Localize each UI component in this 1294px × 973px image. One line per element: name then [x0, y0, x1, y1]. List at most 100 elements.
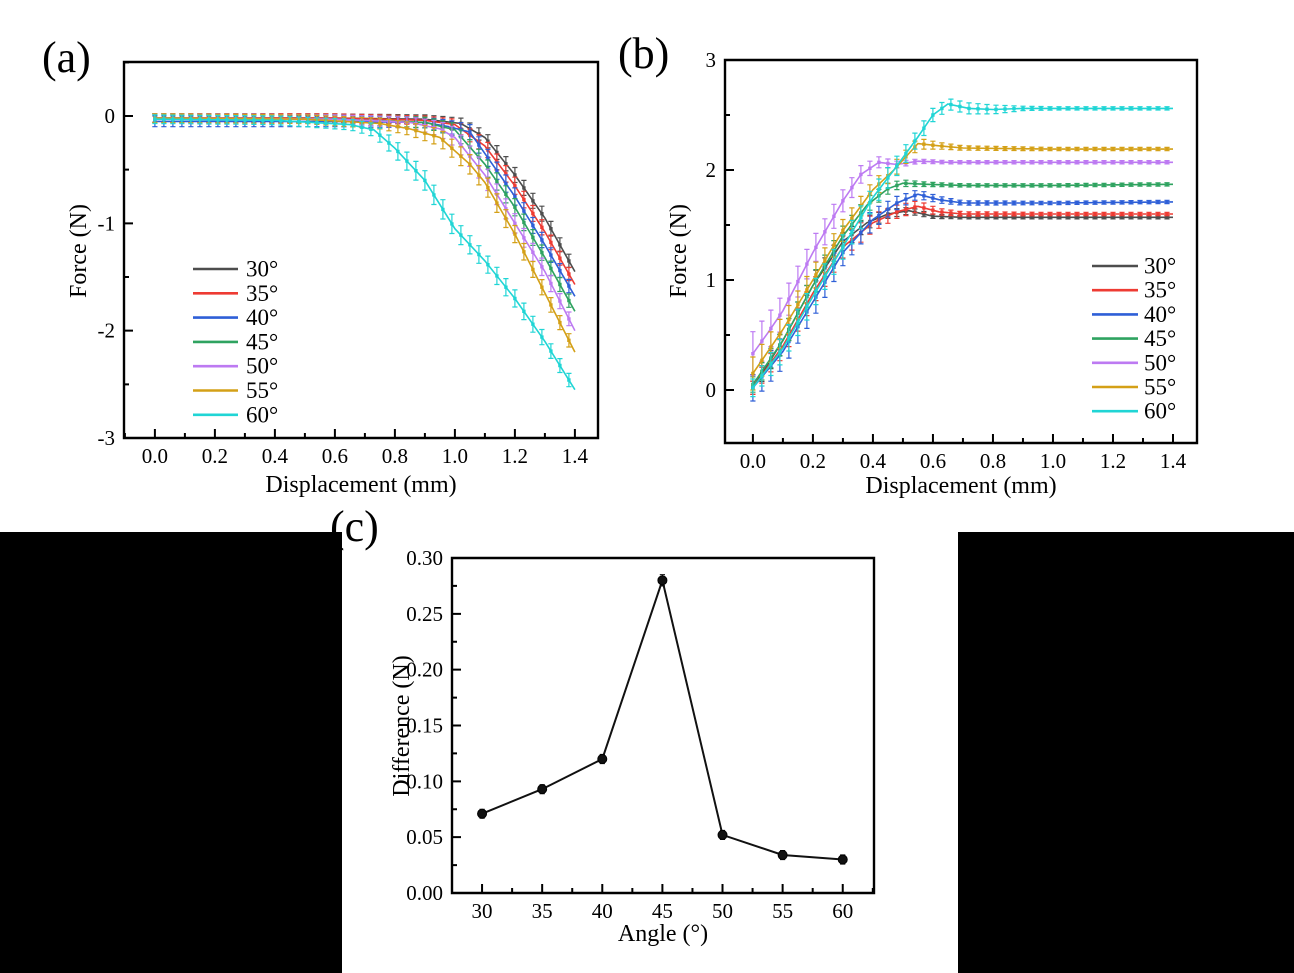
legend-label: 30°	[1144, 254, 1176, 279]
series-line	[154, 117, 576, 285]
x-tick-label: 0.6	[920, 449, 946, 473]
x-tick-label: 40	[592, 899, 613, 923]
legend-label: 30°	[246, 257, 278, 282]
axes-box	[122, 60, 600, 440]
legend-label: 60°	[246, 402, 278, 427]
axis-ticks	[451, 557, 874, 894]
y-tick-label: 2	[706, 158, 717, 182]
error-bars	[152, 113, 572, 348]
x-axis-title: Displacement (mm)	[265, 472, 456, 498]
y-axis-title: Force (N)	[666, 204, 692, 298]
x-tick-label: 0.6	[322, 444, 348, 468]
series-marker	[477, 808, 488, 819]
panel-a-chart: 0.0 0.2 0.4 0.6 0.8 1.0 1.2 1.4 0 -1 -2 -3 Displacem…	[66, 60, 600, 498]
y-tick-label: 0.25	[406, 602, 443, 626]
series-marker	[597, 754, 608, 764]
error-bars	[750, 98, 1170, 398]
series-line	[481, 576, 843, 861]
legend-label: 45°	[246, 329, 278, 354]
series-Difference	[477, 574, 848, 865]
redaction-block-left	[0, 532, 342, 973]
x-tick-label: 0.8	[980, 449, 1006, 473]
legend-label: 40°	[1144, 302, 1176, 327]
x-tick-label: 0.2	[202, 444, 228, 468]
series-line	[154, 117, 576, 332]
series-35deg	[750, 200, 1173, 395]
legend-label: 50°	[1144, 350, 1176, 375]
redaction-block-right	[958, 532, 1294, 973]
x-tick-label: 1.2	[1100, 449, 1126, 473]
legend: 30°35°40°45°50°55°60°	[1092, 254, 1176, 424]
legend-label: 50°	[246, 354, 278, 379]
legend-label: 35°	[246, 281, 278, 306]
x-tick-label: 0.8	[382, 444, 408, 468]
x-tick-label: 1.4	[1160, 449, 1187, 473]
series-50deg	[152, 113, 576, 332]
series-marker	[657, 575, 668, 586]
x-tick-label: 50	[712, 899, 733, 923]
axes-box	[450, 556, 876, 895]
x-tick-label: 1.2	[502, 444, 528, 468]
error-bars	[152, 113, 572, 308]
panel-b-chart: 0.0 0.2 0.4 0.6 0.8 1.0 1.2 1.4 0 1 2 3 Displacement…	[666, 48, 1199, 499]
axis-ticks	[123, 61, 576, 439]
y-tick-label: 0.00	[406, 881, 443, 905]
y-tick-label: 0.05	[406, 825, 443, 849]
legend-label: 55°	[246, 378, 278, 403]
series-markers	[153, 116, 571, 263]
series-45deg	[152, 113, 576, 312]
y-axis-title: Force (N)	[66, 204, 92, 298]
y-tick-label: 0.10	[406, 769, 443, 793]
x-tick-label: 60	[832, 899, 853, 923]
panel-label-b: (b)	[618, 29, 670, 78]
y-tick-label: 0	[105, 104, 116, 128]
legend-label: 40°	[246, 305, 278, 330]
error-bars	[152, 113, 572, 269]
x-tick-label: 0.0	[142, 444, 168, 468]
series-markers	[751, 159, 1169, 356]
x-tick-label: 55	[772, 899, 793, 923]
x-axis-title: Angle (°)	[618, 921, 708, 947]
error-bars	[479, 574, 846, 865]
tick-marks	[725, 59, 1174, 443]
panel-label-a: (a)	[42, 33, 91, 82]
legend-label: 55°	[1144, 375, 1176, 400]
y-tick-label: -3	[98, 426, 116, 450]
series-marker	[777, 850, 788, 861]
y-tick-label: 3	[706, 48, 717, 72]
x-tick-label: 30	[472, 899, 493, 923]
y-axis-title: Difference (N)	[389, 655, 415, 796]
legend-label: 45°	[1144, 326, 1176, 351]
series-marker	[837, 854, 848, 865]
x-tick-label: 0.2	[800, 449, 826, 473]
x-tick-label: 0.4	[262, 444, 289, 468]
tick-marks	[123, 61, 576, 439]
series-line	[154, 118, 576, 391]
y-tick-label: -2	[98, 319, 116, 343]
series-markers	[751, 142, 1169, 376]
x-tick-label: 45	[652, 899, 673, 923]
series-marker	[537, 784, 548, 795]
axes-box	[723, 58, 1199, 445]
legend: 30°35°40°45°50°55°60°	[193, 257, 278, 427]
axis-ticks	[725, 59, 1174, 443]
error-bars	[152, 114, 572, 388]
series-60deg	[750, 98, 1173, 398]
y-tick-label: -1	[98, 211, 116, 235]
y-tick-label: 0	[706, 378, 717, 402]
series-line	[752, 103, 1173, 389]
x-tick-label: 1.0	[1040, 449, 1066, 473]
series-marker	[717, 829, 728, 840]
series-markers	[153, 119, 571, 288]
x-tick-label: 1.0	[442, 444, 468, 468]
series-35deg	[152, 113, 576, 285]
y-tick-label: 0.30	[406, 546, 443, 570]
y-tick-label: 0.20	[406, 658, 443, 682]
x-tick-label: 35	[532, 899, 553, 923]
legend-label: 60°	[1144, 399, 1176, 424]
x-tick-label: 0.0	[740, 449, 766, 473]
x-axis-title: Displacement (mm)	[865, 473, 1056, 499]
panel-c-chart: 30 35 40 45 50 55 60 0.00 0.05 0.10 0.15 0.20 0.25 0.…	[389, 546, 876, 947]
series-line	[154, 117, 576, 312]
